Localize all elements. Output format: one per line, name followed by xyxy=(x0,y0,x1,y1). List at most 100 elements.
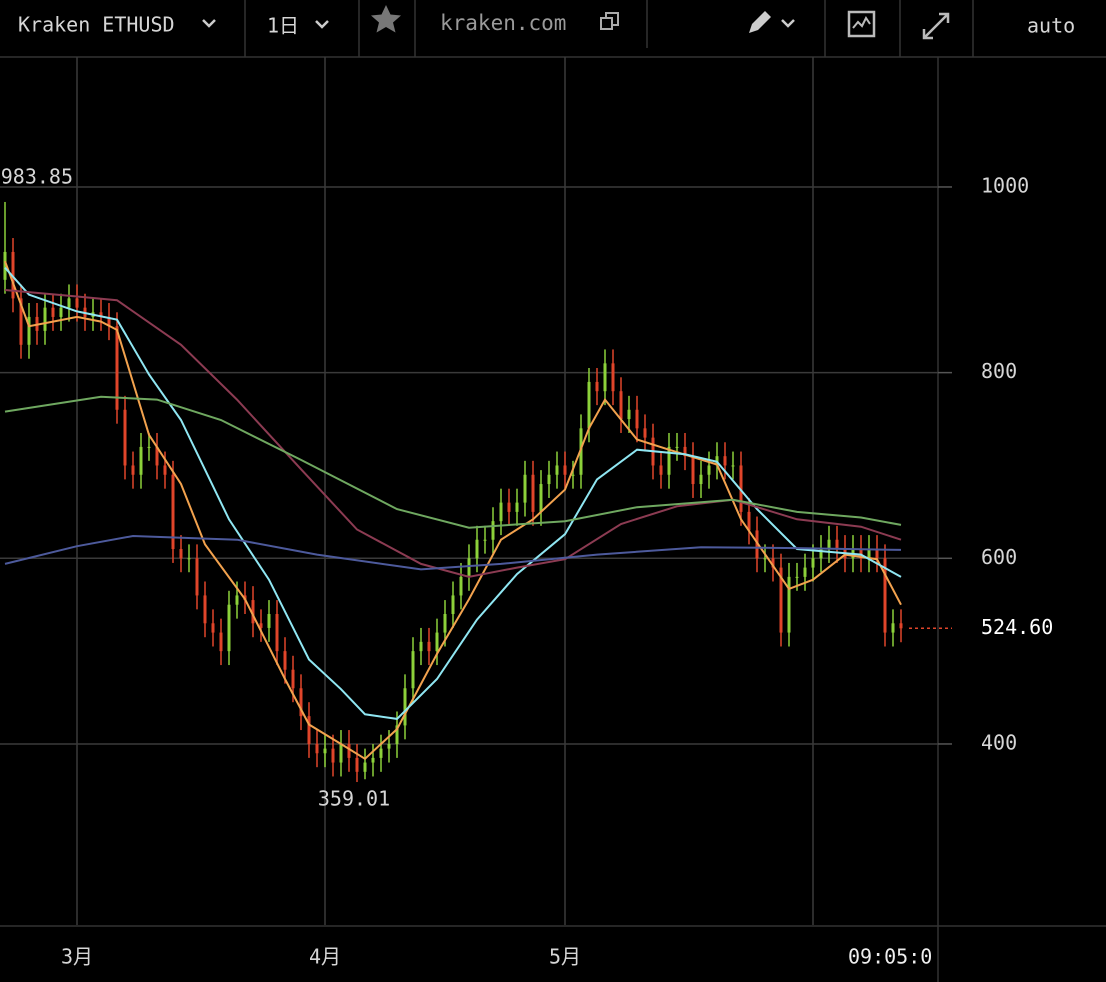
candle-body xyxy=(267,614,271,628)
candle-body xyxy=(883,558,887,633)
candle-body xyxy=(787,576,791,633)
candle-body xyxy=(731,465,735,467)
candle-body xyxy=(59,307,63,317)
candle-body xyxy=(115,326,119,410)
candle-body xyxy=(555,465,559,475)
candle-body xyxy=(347,743,351,758)
candle-body xyxy=(147,446,151,448)
symbol[interactable]: Kraken ETHUSD xyxy=(18,13,175,37)
chevron xyxy=(315,20,329,29)
fullscreen-icon xyxy=(922,12,950,40)
candle-body xyxy=(419,641,423,652)
last-price-label: 524.60 xyxy=(981,615,1053,639)
candle-body xyxy=(571,474,575,476)
chevron xyxy=(202,19,216,28)
x-tick-label: 4月 xyxy=(309,945,341,969)
max-label: 983.85 xyxy=(1,164,73,188)
candle-body xyxy=(475,539,479,559)
symbol-button[interactable]: Kraken ETHUSD xyxy=(18,13,216,37)
y-tick-label: 600 xyxy=(981,545,1017,569)
scale-mode[interactable]: auto xyxy=(1027,14,1075,38)
candle-body xyxy=(275,614,279,652)
site[interactable]: kraken.com xyxy=(440,11,566,35)
candle-body xyxy=(643,428,647,438)
candle-body xyxy=(339,743,343,763)
candle-body xyxy=(11,251,15,299)
candle-body xyxy=(579,428,583,475)
candle-body xyxy=(747,511,751,531)
site-link[interactable]: kraken.com xyxy=(440,11,619,35)
candle-body xyxy=(531,474,535,512)
candle-body xyxy=(659,465,663,475)
moving-average xyxy=(4,395,902,529)
candle-body xyxy=(299,688,303,717)
candle-body xyxy=(387,743,391,749)
candle-body xyxy=(827,539,831,550)
candle-body xyxy=(875,549,879,559)
candle-body xyxy=(491,521,495,540)
candle-body xyxy=(291,669,295,689)
copy-icon xyxy=(605,12,619,26)
candle-body xyxy=(587,381,591,429)
interval-button[interactable]: 1日 xyxy=(267,14,329,38)
fullscreen-button[interactable] xyxy=(922,12,950,40)
candle-body xyxy=(403,688,407,726)
candle-body xyxy=(51,307,55,317)
candle-body xyxy=(371,757,375,763)
candle-body xyxy=(867,549,871,559)
candle-body xyxy=(603,363,607,392)
candle-body xyxy=(75,298,79,308)
candle-body xyxy=(499,502,503,522)
candle-body xyxy=(891,623,895,633)
interval[interactable]: 1日 xyxy=(267,14,299,38)
candle-body xyxy=(43,307,47,331)
candle-body xyxy=(563,465,567,475)
candle-body xyxy=(139,446,143,475)
candle-body xyxy=(779,567,783,633)
candle-body xyxy=(611,363,615,392)
candle-body xyxy=(307,716,311,744)
candle-body xyxy=(323,748,327,754)
candle-body xyxy=(27,316,31,345)
candle-body xyxy=(539,484,543,512)
min-label: 359.01 xyxy=(318,787,390,811)
candle-body xyxy=(67,298,71,308)
moving-average xyxy=(4,267,902,720)
indicator-icon xyxy=(847,10,876,38)
candle-body xyxy=(3,251,7,280)
candle-body xyxy=(795,576,799,578)
candle-body xyxy=(131,465,135,475)
plot xyxy=(3,201,903,783)
moving-average xyxy=(4,534,902,571)
y-tick-label: 400 xyxy=(981,730,1017,754)
candle-body xyxy=(363,762,367,772)
time-label: 09:05:0 xyxy=(848,945,932,969)
candle-body xyxy=(755,530,759,559)
candle-body xyxy=(171,474,175,550)
axes: 400 600 800 1000 3月 4月 5月 09:05:0 983.85 359.01 52… xyxy=(1,164,1054,968)
candle-body xyxy=(163,465,167,475)
y-tick-label: 800 xyxy=(981,359,1017,383)
moving-average xyxy=(4,289,902,578)
candle-body xyxy=(899,623,903,629)
candle-body xyxy=(187,558,191,560)
candle-body xyxy=(835,539,839,550)
draw-button[interactable] xyxy=(749,11,795,33)
candle-body xyxy=(707,465,711,475)
candle-body xyxy=(331,748,335,763)
candle-body xyxy=(227,604,231,652)
candle-body xyxy=(675,446,679,448)
candle-body xyxy=(19,298,23,345)
candle-body xyxy=(379,748,383,758)
candle-body xyxy=(459,576,463,596)
candle-body xyxy=(251,600,255,624)
candle-body xyxy=(723,456,727,466)
candle-body xyxy=(443,614,447,633)
star-button[interactable] xyxy=(371,5,401,33)
indicator-icon xyxy=(852,16,871,29)
candle-body xyxy=(211,623,215,633)
indicator-button[interactable] xyxy=(847,10,876,38)
y-tick-label: 1000 xyxy=(981,173,1029,197)
